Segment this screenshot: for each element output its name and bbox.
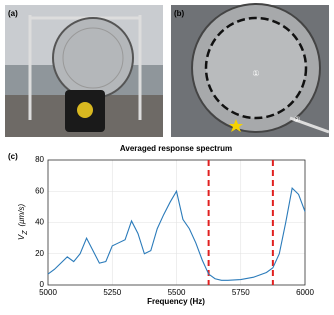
y-tick-label: 40: [35, 218, 44, 227]
x-tick-label: 5000: [39, 288, 57, 297]
data-line: [47, 187, 306, 281]
y-tick-label: 80: [35, 155, 44, 164]
x-tick-label: 5500: [168, 288, 186, 297]
x-tick-label: 5750: [232, 288, 250, 297]
y-tick-label: 60: [35, 186, 44, 195]
plot-frame: [47, 159, 306, 286]
y-axis-label: VZ (μm/s): [17, 204, 29, 241]
y-tick-label: 0: [40, 280, 45, 289]
y-tick-label: 20: [35, 249, 44, 258]
photo-a: [5, 5, 163, 137]
x-tick-label: 5250: [103, 288, 121, 297]
panel-label: (b): [174, 9, 185, 18]
chart-title: Averaged response spectrum: [120, 144, 232, 153]
photo-b: [171, 3, 330, 137]
x-axis-label: Frequency (Hz): [147, 297, 205, 306]
panel-label: (c): [8, 152, 18, 161]
region-label: ②: [293, 115, 300, 124]
region-label: ①: [252, 69, 259, 78]
panel-label: (a): [8, 9, 18, 18]
y-label-main: V: [17, 234, 26, 240]
y-label-sub: Z: [22, 230, 29, 236]
x-tick-label: 6000: [296, 288, 314, 297]
y-label-unit: (μm/s): [17, 204, 26, 227]
